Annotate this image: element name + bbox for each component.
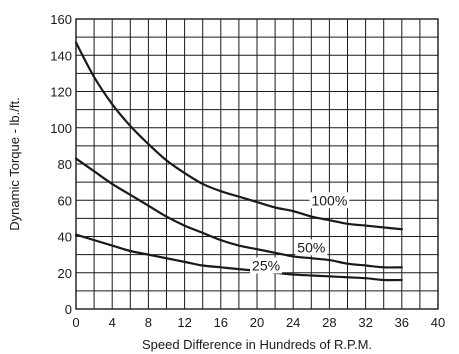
y-tick-label: 120 xyxy=(50,85,72,100)
y-axis-title: Dynamic Torque - lb./ft. xyxy=(7,97,22,230)
x-tick-label: 16 xyxy=(214,315,228,330)
y-tick-label: 0 xyxy=(65,302,72,317)
y-tick-label: 40 xyxy=(58,230,72,245)
series-lines xyxy=(74,41,403,282)
y-tick-label: 140 xyxy=(50,48,72,63)
y-tick-labels: 0 20 40 60 80 100 120 140 160 xyxy=(50,12,72,317)
series-label-background xyxy=(309,192,350,209)
x-tick-label: 24 xyxy=(286,315,300,330)
x-tick-label: 36 xyxy=(395,315,409,330)
series-label-50pct: 50% xyxy=(297,239,325,255)
y-tick-label: 80 xyxy=(58,157,72,172)
x-tick-labels: 0 4 8 12 16 20 24 28 32 36 40 xyxy=(72,315,445,330)
y-tick-label: 60 xyxy=(58,193,72,208)
series-label-25pct: 25% xyxy=(252,258,280,274)
series-label-100pct: 100% xyxy=(311,192,347,208)
x-tick-label: 4 xyxy=(109,315,116,330)
series-line-50pct xyxy=(74,157,403,269)
plot-frame xyxy=(75,18,439,310)
x-tick-label: 20 xyxy=(250,315,264,330)
series-label-background xyxy=(250,257,283,274)
x-tick-label: 12 xyxy=(177,315,191,330)
x-tick-label: 40 xyxy=(431,315,445,330)
series-line-25pct xyxy=(74,233,403,282)
y-tick-label: 20 xyxy=(58,266,72,281)
x-tick-label: 32 xyxy=(358,315,372,330)
x-tick-label: 28 xyxy=(322,315,336,330)
series-line-100pct xyxy=(74,41,403,231)
x-axis-title: Speed Difference in Hundreds of R.P.M. xyxy=(142,337,372,352)
y-tick-label: 160 xyxy=(50,12,72,27)
series-label-background xyxy=(295,239,328,256)
series-labels: 100% 50% 25% xyxy=(250,192,350,274)
x-tick-label: 8 xyxy=(145,315,152,330)
x-tick-label: 0 xyxy=(72,315,79,330)
y-tick-label: 100 xyxy=(50,121,72,136)
